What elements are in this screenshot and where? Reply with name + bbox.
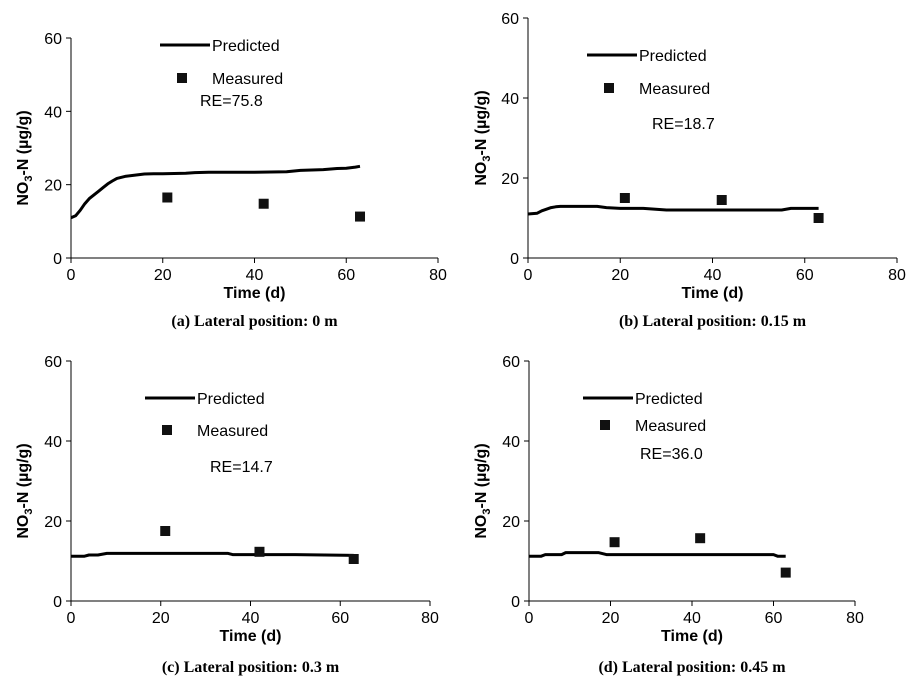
legend-measured-swatch	[604, 83, 614, 93]
y-tick-label: 0	[53, 251, 62, 268]
y-tick-label: 60	[44, 31, 62, 48]
x-tick-label: 40	[242, 610, 260, 627]
x-tick-label: 80	[421, 610, 439, 627]
x-tick-label: 0	[525, 610, 534, 627]
y-tick-label: 0	[510, 251, 519, 268]
y-tick-label: 60	[502, 354, 520, 371]
series-measured-point	[254, 546, 265, 557]
y-axis-title: NO3-N (µg/g)	[473, 90, 493, 185]
series-measured-point	[695, 533, 706, 544]
panel-caption: (a) Lateral position: 0 m	[171, 313, 338, 330]
series-measured-point	[162, 192, 173, 203]
legend-measured-label: Measured	[639, 81, 710, 98]
x-tick-label: 40	[683, 610, 701, 627]
y-tick-label: 20	[501, 171, 519, 188]
y-axis-title: NO3-N (µg/g)	[15, 110, 35, 205]
legend-measured-swatch	[162, 425, 172, 435]
legend-measured-label: Measured	[197, 423, 268, 440]
x-tick-label: 60	[337, 267, 355, 284]
series-measured-point	[258, 198, 269, 209]
relative-error-annotation: RE=36.0	[640, 446, 703, 463]
y-tick-label: 40	[44, 434, 62, 451]
relative-error-annotation: RE=75.8	[200, 93, 263, 110]
legend-measured-swatch	[177, 73, 187, 83]
x-tick-label: 0	[67, 610, 76, 627]
y-tick-label: 40	[44, 104, 62, 121]
y-tick-label: 0	[53, 594, 62, 611]
x-axis-title: Time (d)	[220, 628, 282, 645]
series-predicted-line	[71, 551, 354, 558]
legend-predicted-label: Predicted	[197, 391, 265, 408]
series-predicted-line	[527, 204, 819, 216]
chart-panel-a: 0 20 40 60 0 20 40 60 80 Time (d) NO3-N (µg/g) Pred…	[15, 31, 447, 330]
series-measured-point	[780, 567, 791, 578]
x-tick-label: 60	[331, 610, 349, 627]
y-tick-label: 20	[44, 514, 62, 531]
x-tick-label: 20	[154, 267, 172, 284]
series-measured-point	[348, 554, 359, 564]
series-measured-point	[160, 526, 171, 536]
x-tick-label: 60	[796, 267, 814, 284]
series-measured-point	[716, 195, 727, 205]
series-measured-point	[355, 211, 366, 222]
legend-measured-label: Measured	[635, 418, 706, 435]
panel-caption: (d) Lateral position: 0.45 m	[598, 659, 786, 676]
y-tick-label: 40	[502, 434, 520, 451]
x-axis-title: Time (d)	[682, 285, 744, 302]
y-tick-label: 40	[501, 91, 519, 108]
legend-measured-swatch	[600, 420, 610, 430]
series-measured-point	[619, 193, 630, 203]
x-tick-label: 80	[429, 267, 447, 284]
legend-predicted-label: Predicted	[212, 38, 280, 55]
series-predicted-line	[529, 551, 786, 558]
panel-caption: (b) Lateral position: 0.15 m	[619, 313, 807, 330]
x-tick-label: 60	[765, 610, 783, 627]
series-measured-point	[609, 537, 620, 548]
relative-error-annotation: RE=18.7	[652, 116, 715, 133]
y-axis-title: NO3-N (µg/g)	[473, 443, 493, 538]
legend-predicted-label: Predicted	[635, 391, 703, 408]
y-tick-label: 60	[44, 354, 62, 371]
relative-error-annotation: RE=14.7	[210, 459, 273, 476]
chart-panel-c: 0 20 40 60 0 20 40 60 80 Time (d) NO3-N (µg/g) Pred…	[15, 354, 439, 676]
series-predicted-line	[70, 164, 361, 220]
series-measured-point	[813, 213, 824, 223]
y-tick-label: 60	[501, 11, 519, 28]
panel-caption: (c) Lateral position: 0.3 m	[162, 659, 340, 676]
x-tick-label: 40	[704, 267, 722, 284]
y-tick-label: 20	[44, 178, 62, 195]
x-tick-label: 20	[611, 267, 629, 284]
chart-panel-d: 0 20 40 60 0 20 40 60 80 Time (d) NO3-N (µg/g) Pred…	[473, 354, 864, 676]
legend-predicted-label: Predicted	[639, 48, 707, 65]
legend-measured-label: Measured	[212, 71, 283, 88]
y-tick-label: 0	[511, 594, 520, 611]
x-tick-label: 20	[152, 610, 170, 627]
y-axis-title: NO3-N (µg/g)	[15, 443, 35, 538]
chart-panel-b: 0 20 40 60 0 20 40 60 80 Time (d) NO3-N (µg/g) Pred…	[473, 11, 906, 330]
x-axis-title: Time (d)	[661, 628, 723, 645]
x-tick-label: 40	[246, 267, 264, 284]
x-tick-label: 0	[524, 267, 533, 284]
x-axis-title: Time (d)	[224, 285, 286, 302]
x-tick-label: 80	[888, 267, 906, 284]
x-tick-label: 20	[602, 610, 620, 627]
y-tick-label: 20	[502, 514, 520, 531]
x-tick-label: 80	[846, 610, 864, 627]
x-tick-label: 0	[67, 267, 76, 284]
